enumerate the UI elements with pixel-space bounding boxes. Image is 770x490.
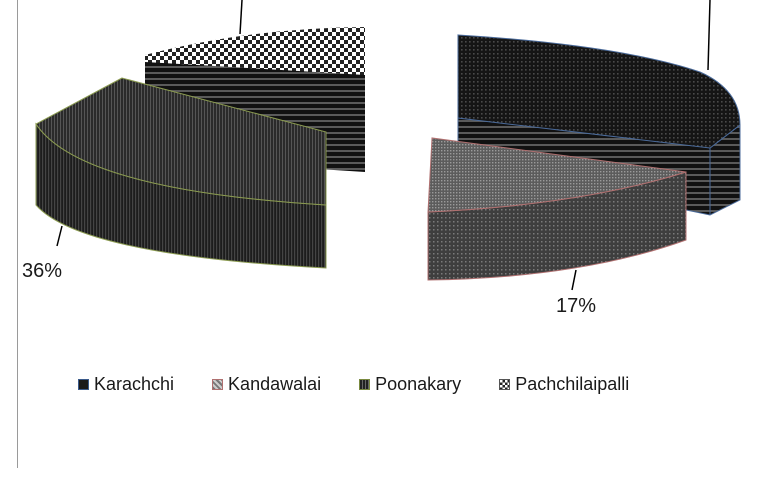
legend-item-pachchilaipalli: Pachchilaipalli (499, 374, 629, 395)
slice-kandawalai (427, 137, 687, 291)
chart-legend: Karachchi Kandawalai Poonakary Pachchila… (78, 374, 667, 395)
legend-swatch-karachchi (78, 379, 89, 390)
legend-label-pachchilaipalli: Pachchilaipalli (515, 374, 630, 394)
data-label-kandawalai: 17% (556, 295, 596, 317)
chart-frame-border (17, 0, 18, 468)
legend-label-karachchi: Karachchi (94, 374, 175, 394)
legend-item-kandawalai: Kandawalai (212, 374, 321, 395)
slice-poonakary (35, 77, 327, 269)
legend-swatch-poonakary (359, 379, 371, 390)
legend-swatch-pachchilaipalli (499, 379, 511, 390)
data-label-poonakary: 36% (22, 260, 62, 282)
legend-swatch-kandawalai (212, 379, 224, 390)
legend-label-poonakary: Poonakary (375, 374, 462, 394)
legend-item-poonakary: Poonakary (359, 374, 461, 395)
pie-chart: 36% 17% (22, 0, 741, 317)
legend-label-kandawalai: Kandawalai (228, 374, 322, 394)
legend-item-karachchi: Karachchi (78, 374, 174, 395)
